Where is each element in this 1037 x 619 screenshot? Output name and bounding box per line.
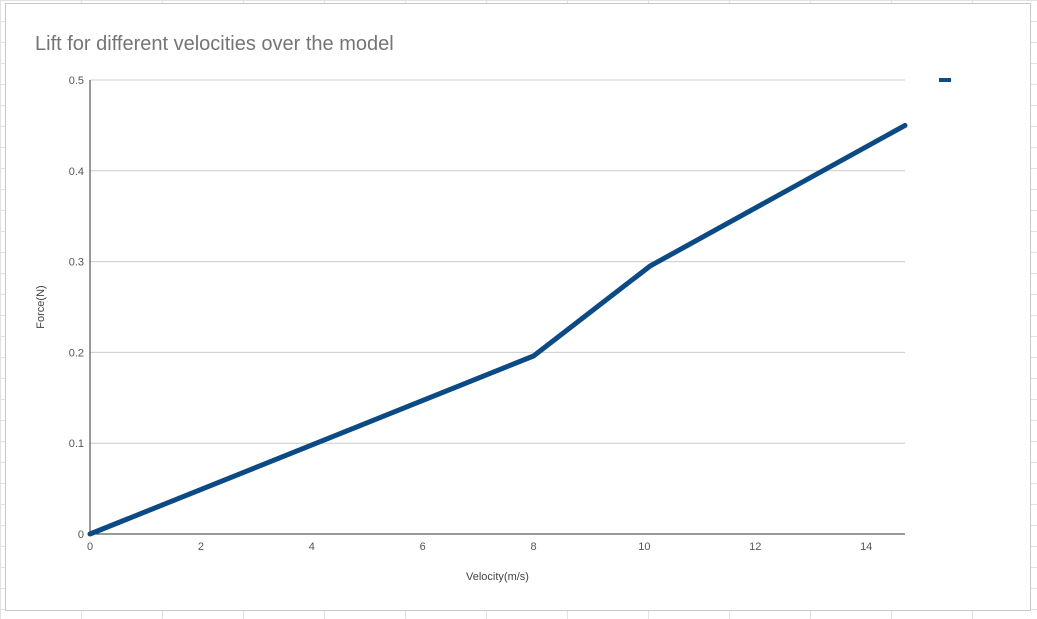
x-tick-label: 2 [198, 541, 204, 553]
y-tick-labels: 0 0.1 0.2 0.3 0.4 0.5 [69, 75, 84, 541]
y-tick-label: 0.3 [69, 257, 84, 269]
gridlines [90, 79, 905, 444]
y-tick-label: 0.2 [69, 347, 84, 359]
y-tick-label: 0.4 [69, 166, 84, 178]
x-tick-label: 12 [749, 541, 761, 553]
y-tick-label: 0.1 [69, 438, 84, 450]
x-tick-label: 4 [309, 541, 315, 553]
x-tick-label: 8 [530, 541, 536, 553]
y-tick-label: 0 [78, 529, 84, 541]
chart-title: Lift for different velocities over the m… [35, 33, 394, 55]
series-line [87, 122, 908, 537]
x-tick-label: 6 [420, 541, 426, 553]
chart-container[interactable]: Lift for different velocities over the m… [5, 3, 1031, 611]
legend-swatch [939, 78, 951, 82]
y-axis-title: Force(N) [35, 285, 47, 328]
x-tick-labels: 0 2 4 6 8 10 12 14 [87, 541, 872, 553]
x-tick-label: 0 [87, 541, 93, 553]
series-layer [87, 122, 908, 537]
x-tick-label: 14 [860, 541, 872, 553]
y-tick-label: 0.5 [69, 75, 84, 87]
x-tick-label: 10 [638, 541, 650, 553]
x-axis-title: Velocity(m/s) [466, 571, 529, 583]
